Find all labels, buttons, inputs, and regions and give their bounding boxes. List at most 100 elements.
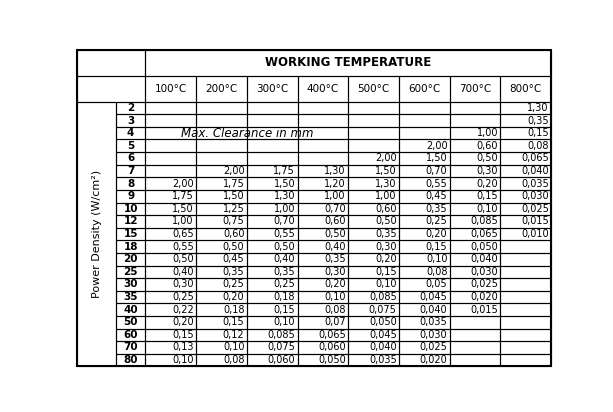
Bar: [297, 76, 348, 102]
Text: 0,085: 0,085: [267, 330, 295, 340]
Bar: [399, 165, 450, 177]
Text: 0,18: 0,18: [223, 304, 245, 315]
Bar: [348, 127, 399, 140]
Bar: [399, 278, 450, 291]
Text: 0,50: 0,50: [172, 254, 194, 264]
Bar: [500, 354, 551, 366]
Bar: [196, 278, 247, 291]
Bar: [116, 228, 145, 240]
Text: 80: 80: [123, 355, 138, 365]
Bar: [450, 228, 500, 240]
Bar: [297, 165, 348, 177]
Bar: [196, 341, 247, 354]
Text: 0,70: 0,70: [273, 216, 295, 227]
Bar: [399, 102, 450, 114]
Text: 0,35: 0,35: [527, 116, 549, 126]
Bar: [247, 316, 297, 328]
Bar: [297, 341, 348, 354]
Bar: [196, 140, 247, 152]
Text: 15: 15: [123, 229, 138, 239]
Bar: [450, 190, 500, 203]
Text: 2,00: 2,00: [375, 153, 397, 164]
Bar: [116, 102, 145, 114]
Bar: [196, 102, 247, 114]
Bar: [196, 316, 247, 328]
Text: 8: 8: [127, 179, 134, 189]
Bar: [116, 316, 145, 328]
Bar: [247, 140, 297, 152]
Text: 0,20: 0,20: [172, 317, 194, 327]
Bar: [145, 328, 196, 341]
Text: 0,50: 0,50: [273, 241, 295, 252]
Bar: [247, 203, 297, 215]
Text: 500°C: 500°C: [357, 84, 390, 94]
Text: 0,08: 0,08: [324, 304, 346, 315]
Bar: [500, 278, 551, 291]
Bar: [399, 228, 450, 240]
Text: 2: 2: [127, 103, 134, 113]
Bar: [116, 140, 145, 152]
Bar: [247, 102, 297, 114]
Bar: [399, 354, 450, 366]
Bar: [196, 215, 247, 228]
Text: 0,045: 0,045: [420, 292, 447, 302]
Bar: [196, 253, 247, 265]
Text: 0,13: 0,13: [172, 342, 194, 352]
Bar: [450, 140, 500, 152]
Text: 1,75: 1,75: [223, 179, 245, 189]
Text: Power Density (W/cm²): Power Density (W/cm²): [91, 170, 102, 298]
Bar: [399, 265, 450, 278]
Bar: [500, 190, 551, 203]
Text: 0,35: 0,35: [273, 267, 295, 277]
Text: 0,020: 0,020: [470, 292, 498, 302]
Text: 1,00: 1,00: [375, 191, 397, 201]
Text: 2,00: 2,00: [172, 179, 194, 189]
Bar: [500, 253, 551, 265]
Bar: [247, 341, 297, 354]
Text: 300°C: 300°C: [256, 84, 288, 94]
Text: 0,10: 0,10: [273, 317, 295, 327]
Text: 0,60: 0,60: [375, 204, 397, 214]
Text: 0,08: 0,08: [426, 267, 447, 277]
Bar: [196, 203, 247, 215]
Text: 0,050: 0,050: [369, 317, 397, 327]
Text: 1,30: 1,30: [375, 179, 397, 189]
Text: 12: 12: [123, 216, 138, 227]
Bar: [399, 76, 450, 102]
Bar: [348, 215, 399, 228]
Text: 0,45: 0,45: [426, 191, 447, 201]
Bar: [145, 140, 196, 152]
Bar: [297, 114, 348, 127]
Text: 0,35: 0,35: [426, 204, 447, 214]
Text: 0,20: 0,20: [476, 179, 498, 189]
Text: 0,10: 0,10: [477, 204, 498, 214]
Text: 0,60: 0,60: [477, 141, 498, 151]
Text: 25: 25: [123, 267, 138, 277]
Text: 0,10: 0,10: [375, 279, 397, 290]
Bar: [116, 303, 145, 316]
Bar: [450, 265, 500, 278]
Text: 0,15: 0,15: [375, 267, 397, 277]
Bar: [348, 265, 399, 278]
Text: 0,085: 0,085: [369, 292, 397, 302]
Text: 0,70: 0,70: [324, 204, 346, 214]
Bar: [116, 328, 145, 341]
Text: 0,15: 0,15: [273, 304, 295, 315]
Text: 6: 6: [127, 153, 134, 164]
Bar: [500, 102, 551, 114]
Text: 1,20: 1,20: [324, 179, 346, 189]
Bar: [348, 152, 399, 165]
Text: 1,30: 1,30: [273, 191, 295, 201]
Bar: [450, 341, 500, 354]
Bar: [116, 177, 145, 190]
Bar: [348, 341, 399, 354]
Bar: [450, 291, 500, 303]
Text: 0,040: 0,040: [369, 342, 397, 352]
Text: 10: 10: [123, 204, 138, 214]
Text: 35: 35: [123, 292, 138, 302]
Bar: [247, 190, 297, 203]
Bar: [348, 102, 399, 114]
Text: 0,015: 0,015: [521, 216, 549, 227]
Bar: [145, 190, 196, 203]
Bar: [450, 278, 500, 291]
